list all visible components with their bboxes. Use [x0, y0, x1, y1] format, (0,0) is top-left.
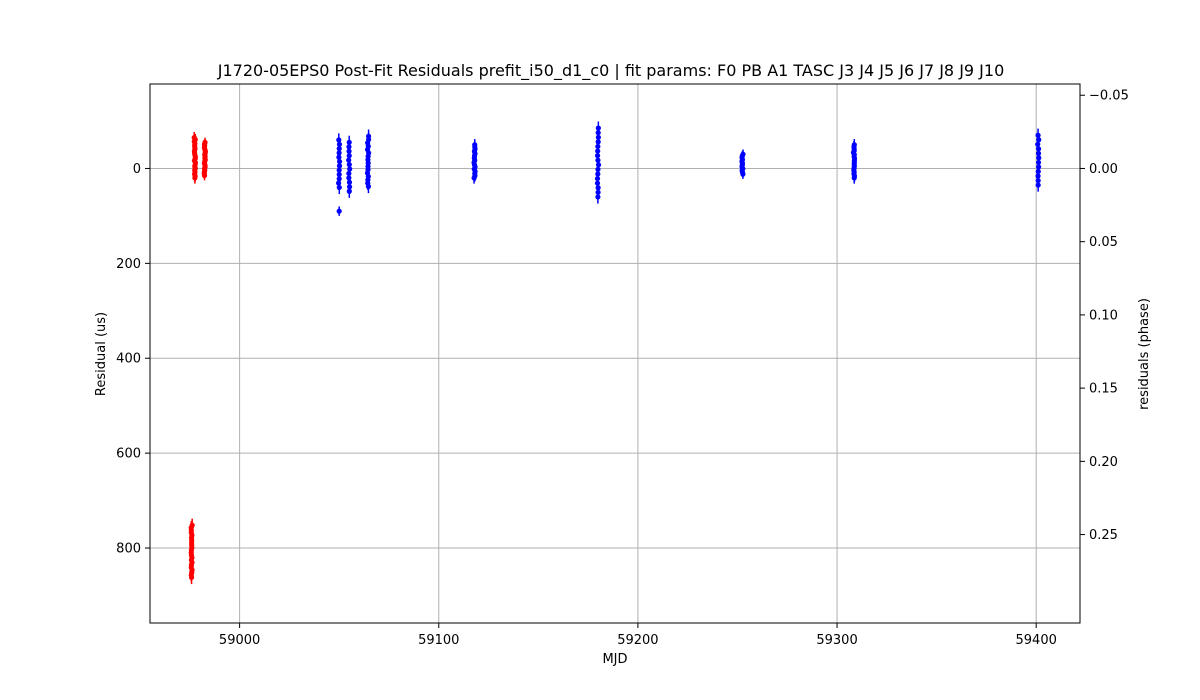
x-tick-label: 59300: [816, 633, 857, 648]
y2-tick-label: 0.00: [1089, 162, 1118, 177]
y-tick-label: 600: [116, 447, 141, 462]
y2-tick-label: 0.20: [1089, 455, 1118, 470]
x-tick-label: 59200: [617, 633, 658, 648]
data-point: [851, 175, 857, 181]
data-points: [188, 121, 1042, 585]
plot-frame: [149, 83, 1081, 624]
y2-tick-label: 0.05: [1089, 235, 1118, 250]
y2-tick-label: 0.15: [1089, 382, 1118, 397]
data-point: [188, 574, 195, 581]
data-point: [365, 183, 372, 190]
data-point: [1036, 137, 1042, 143]
data-point: [595, 194, 601, 200]
x-tick-label: 59100: [418, 633, 459, 648]
data-point: [471, 175, 477, 181]
y2-tick-label: 0.25: [1089, 528, 1118, 543]
data-point: [201, 172, 208, 179]
y-tick-label: 800: [116, 542, 141, 557]
data-point: [1035, 182, 1041, 188]
data-point: [740, 171, 746, 177]
x-tick-label: 59400: [1016, 633, 1057, 648]
y2-tick-label: −0.05: [1089, 89, 1129, 104]
data-point: [347, 166, 353, 172]
grid-lines: [150, 84, 1080, 623]
y-tick-label: 0: [133, 162, 141, 177]
data-point: [346, 188, 352, 194]
x-tick-label: 59000: [219, 633, 260, 648]
data-point: [1035, 141, 1041, 147]
chart-title: J1720-05EPS0 Post-Fit Residuals prefit_i…: [217, 61, 1005, 81]
y2-tick-label: 0.10: [1089, 308, 1118, 323]
data-point: [192, 175, 198, 181]
data-point: [336, 208, 342, 214]
y-tick-label: 400: [116, 352, 141, 367]
data-point: [336, 184, 342, 191]
y-tick-label: 200: [116, 257, 141, 272]
y-axis-label: Residual (us): [94, 312, 109, 396]
y2-axis-label: residuals (phase): [1137, 298, 1152, 410]
axes: 59000 59100 59200 59300 59400 0 200 400 600 800 −0…: [116, 89, 1129, 648]
x-axis-label: MJD: [602, 652, 627, 667]
